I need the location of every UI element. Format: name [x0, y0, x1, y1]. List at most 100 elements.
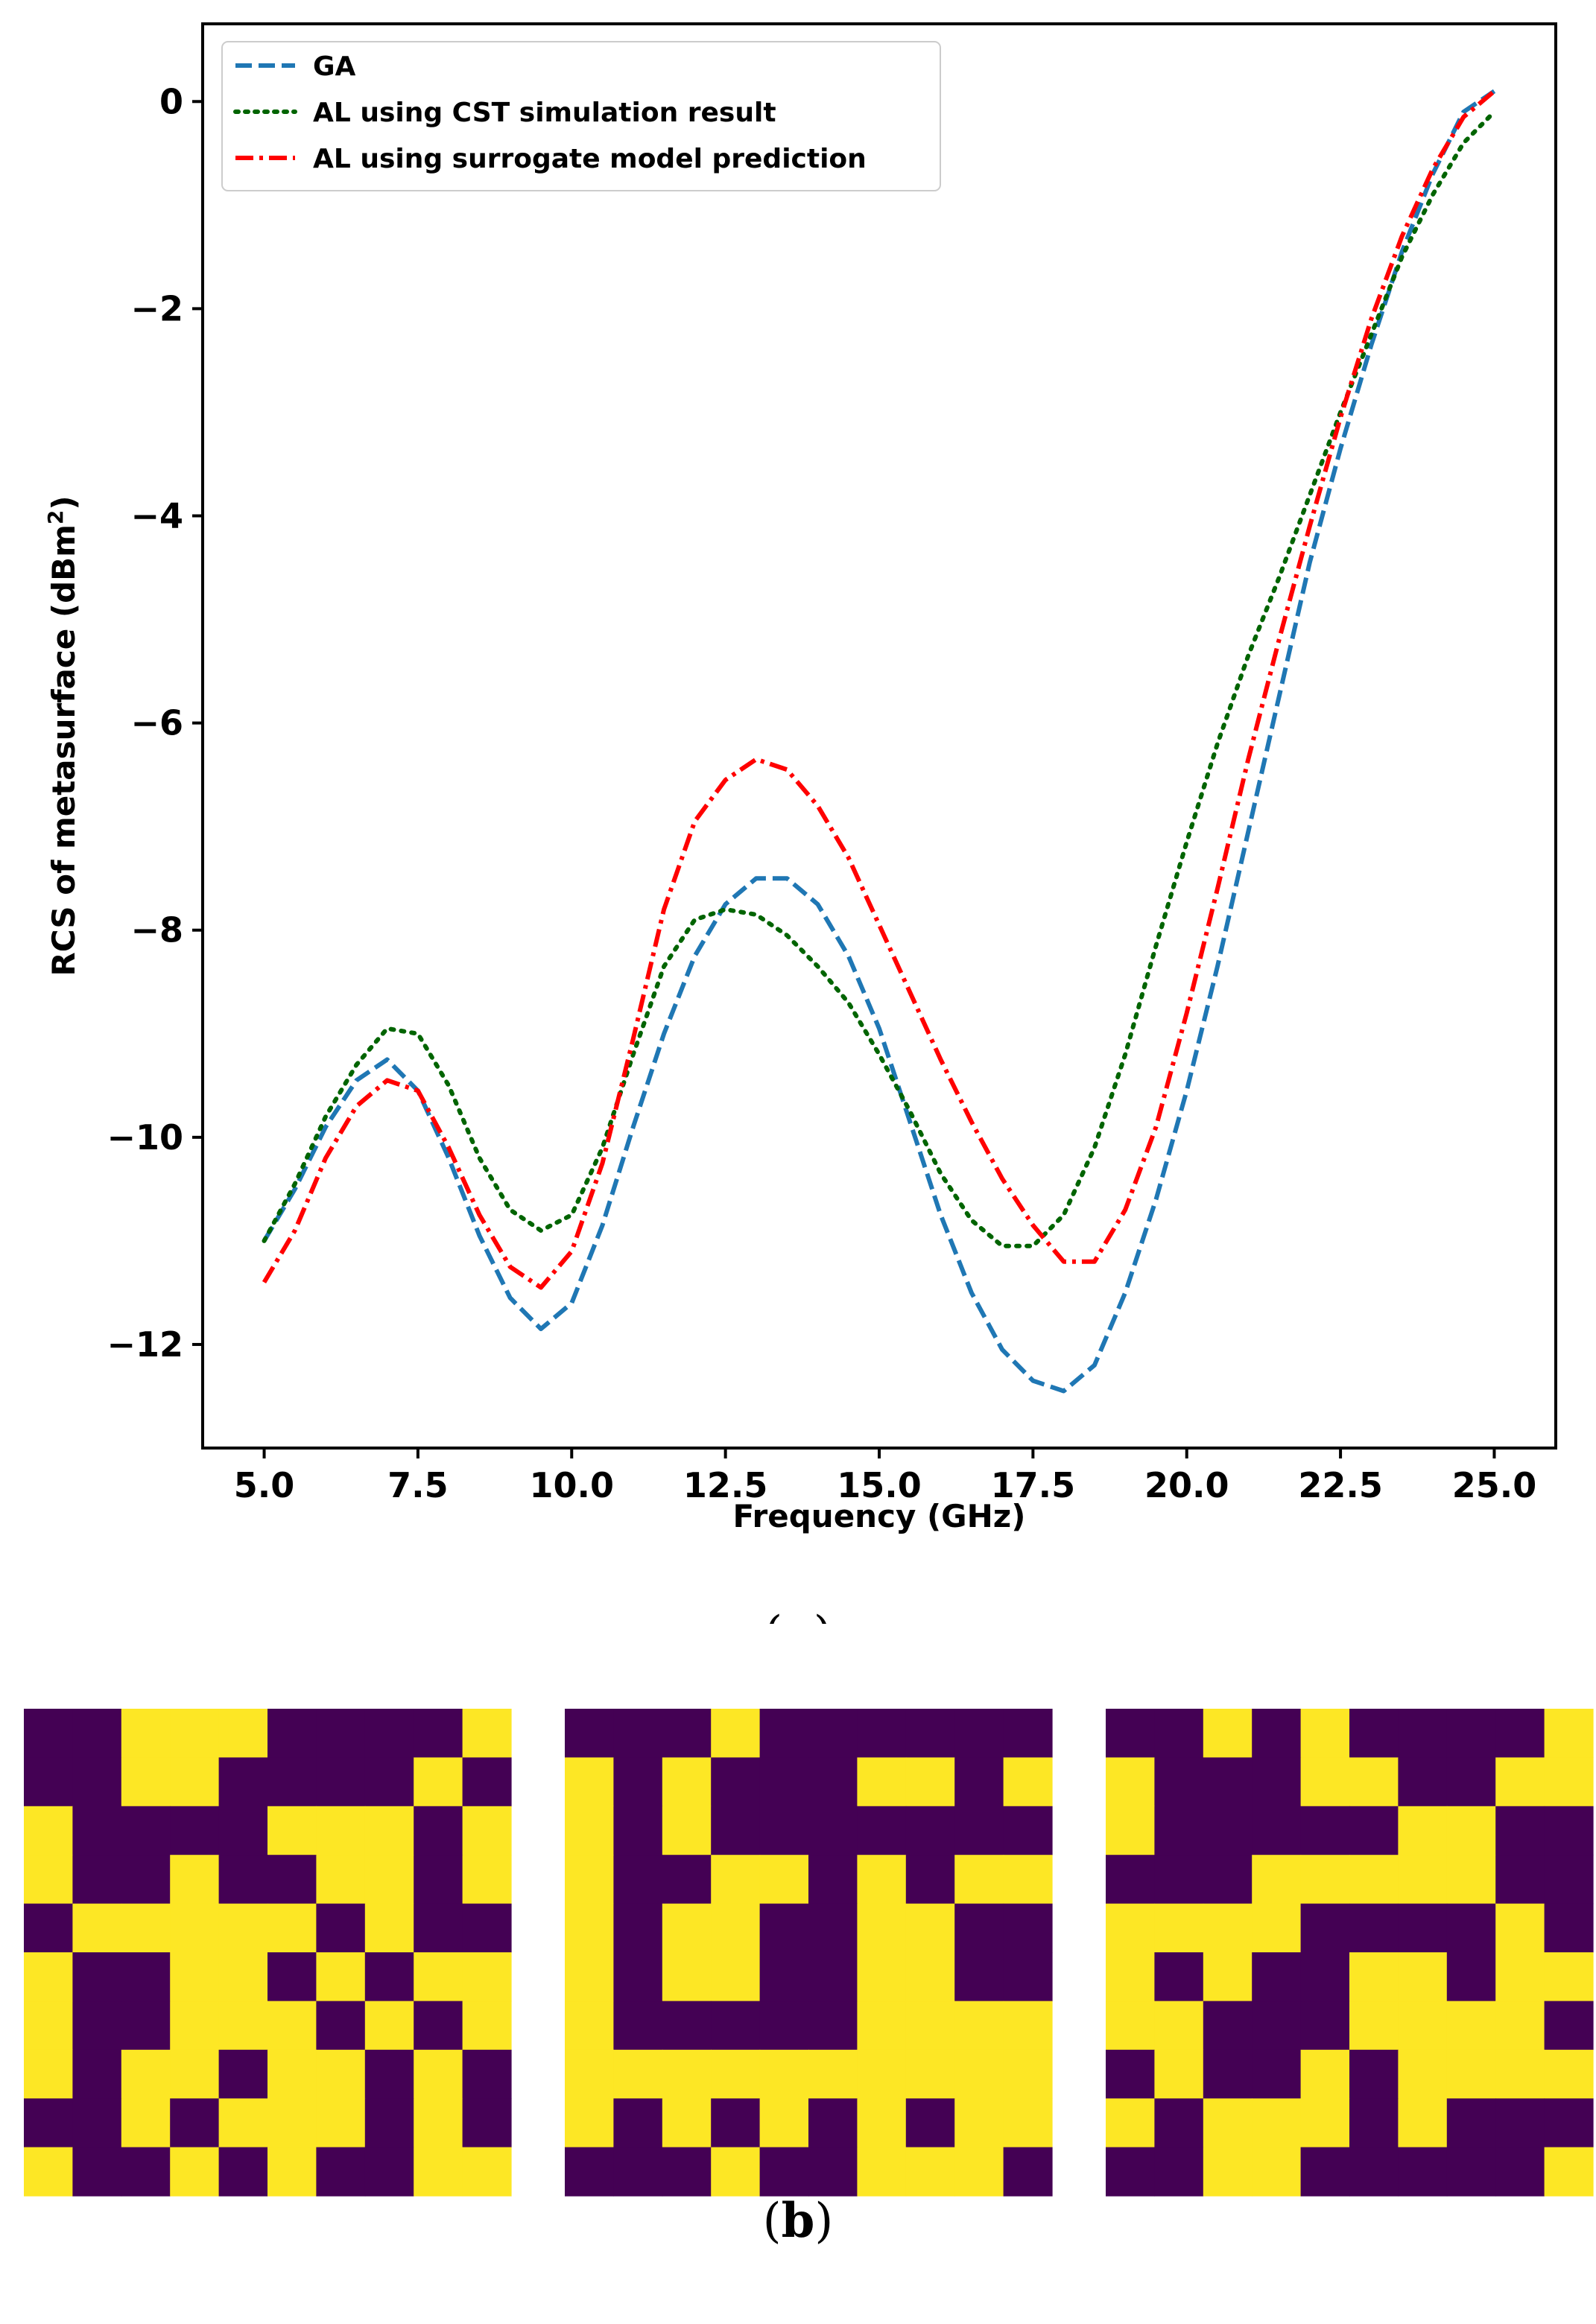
- pattern-cell: [759, 1855, 809, 1905]
- pattern-cell: [316, 2001, 366, 2051]
- pattern-cell: [1495, 2001, 1545, 2051]
- pattern-cell: [808, 2001, 858, 2051]
- pattern-cell: [954, 1952, 1004, 2001]
- pattern-cell: [1154, 1952, 1204, 2001]
- pattern-cell: [121, 2001, 171, 2051]
- pattern-cell: [1398, 1903, 1448, 1953]
- pattern-cell: [218, 1757, 268, 1807]
- pattern-cell: [218, 2147, 268, 2197]
- pattern-cell: [462, 2001, 512, 2051]
- pattern-cell: [316, 1709, 366, 1758]
- pattern-cell: [170, 1757, 220, 1807]
- pattern-cell: [1106, 2098, 1155, 2148]
- pattern-cell: [24, 1806, 73, 1855]
- pattern-cell: [170, 1709, 220, 1758]
- caption-b-letter: b: [782, 2193, 815, 2249]
- pattern-cell: [662, 1952, 712, 2001]
- pattern-cell: [170, 2147, 220, 2197]
- pattern-cell: [808, 2049, 858, 2099]
- pattern-cell: [414, 1855, 463, 1905]
- pattern-cell: [1252, 2147, 1302, 2197]
- pattern-cell: [857, 2098, 907, 2148]
- pattern-cell: [1203, 2049, 1253, 2099]
- pattern-cell: [954, 1855, 1004, 1905]
- pattern-cell: [364, 1806, 414, 1855]
- pattern-cell: [857, 1952, 907, 2001]
- series-line-2: [262, 89, 1496, 1290]
- pattern-cell: [905, 1806, 955, 1855]
- pattern-cell: [808, 1709, 858, 1758]
- pattern-cell: [1495, 1903, 1545, 1953]
- y-axis-label-close: ): [45, 495, 82, 509]
- pattern-cell: [1203, 2098, 1253, 2148]
- pattern-cell: [1398, 2049, 1448, 2099]
- pattern-cell: [462, 2147, 512, 2197]
- pattern-cell: [218, 2098, 268, 2148]
- pattern-cell: [218, 2001, 268, 2051]
- plot-frame: [201, 22, 1557, 1450]
- pattern-cell: [364, 1903, 414, 1953]
- series-layer: [262, 89, 1497, 1394]
- pattern-cell: [1154, 1806, 1204, 1855]
- pattern-cell: [72, 1952, 122, 2001]
- pattern-cell: [24, 2147, 73, 2197]
- pattern-2: [565, 1709, 1053, 2197]
- legend-box: [221, 41, 941, 191]
- pattern-cell: [1544, 1855, 1594, 1905]
- pattern-cell: [1495, 2049, 1545, 2099]
- pattern-cell: [759, 2147, 809, 2197]
- pattern-cell: [954, 1757, 1004, 1807]
- pattern-cell: [1349, 2001, 1399, 2051]
- pattern-cell: [72, 1757, 122, 1807]
- caption-a: (a): [764, 1606, 832, 1624]
- pattern-cell: [72, 2098, 122, 2148]
- x-tick-label: 17.5: [991, 1465, 1076, 1505]
- pattern-cell: [24, 2001, 73, 2051]
- pattern-cell: [316, 2049, 366, 2099]
- y-tick-label: 0: [159, 81, 183, 121]
- pattern-cell: [711, 2001, 761, 2051]
- pattern-cell: [1252, 2098, 1302, 2148]
- pattern-cell: [1154, 2001, 1204, 2051]
- caption-a-letter: a: [782, 1606, 813, 1624]
- pattern-cell: [711, 1709, 761, 1758]
- x-tick-label: 7.5: [387, 1465, 449, 1505]
- caption-b: (b): [763, 2193, 834, 2249]
- pattern-cell: [954, 2147, 1004, 2197]
- pattern-cell: [267, 2049, 317, 2099]
- pattern-cell: [662, 2001, 712, 2051]
- pattern-cell: [759, 1757, 809, 1807]
- pattern-cell: [857, 1806, 907, 1855]
- pattern-cell: [662, 1757, 712, 1807]
- pattern-cell: [121, 1952, 171, 2001]
- pattern-cell: [1544, 1757, 1594, 1807]
- pattern-cell: [1300, 2049, 1350, 2099]
- pattern-cell: [414, 1806, 463, 1855]
- pattern-cell: [565, 1806, 614, 1855]
- pattern-cell: [1154, 1903, 1204, 1953]
- pattern-cell: [905, 1903, 955, 1953]
- pattern-cell: [857, 2049, 907, 2099]
- pattern-cell: [1398, 1855, 1448, 1905]
- pattern-cell: [170, 1855, 220, 1905]
- pattern-cell: [316, 1855, 366, 1905]
- pattern-cell: [759, 1952, 809, 2001]
- pattern-cell: [267, 2147, 317, 2197]
- pattern-cell: [613, 2098, 663, 2148]
- pattern-cell: [1203, 1757, 1253, 1807]
- pattern-cell: [1446, 2147, 1496, 2197]
- pattern-cell: [1544, 1806, 1594, 1855]
- pattern-cell: [414, 2147, 463, 2197]
- pattern-cell: [1495, 2147, 1545, 2197]
- pattern-cell: [1446, 2001, 1496, 2051]
- pattern-cell: [1398, 2098, 1448, 2148]
- pattern-cell: [1300, 2147, 1350, 2197]
- pattern-cell: [267, 1757, 317, 1807]
- pattern-cell: [1495, 2098, 1545, 2148]
- pattern-cell: [905, 2049, 955, 2099]
- pattern-cell: [662, 2147, 712, 2197]
- pattern-cell: [711, 1757, 761, 1807]
- pattern-cell: [857, 2001, 907, 2051]
- pattern-cell: [72, 1709, 122, 1758]
- pattern-cell: [1349, 2098, 1399, 2148]
